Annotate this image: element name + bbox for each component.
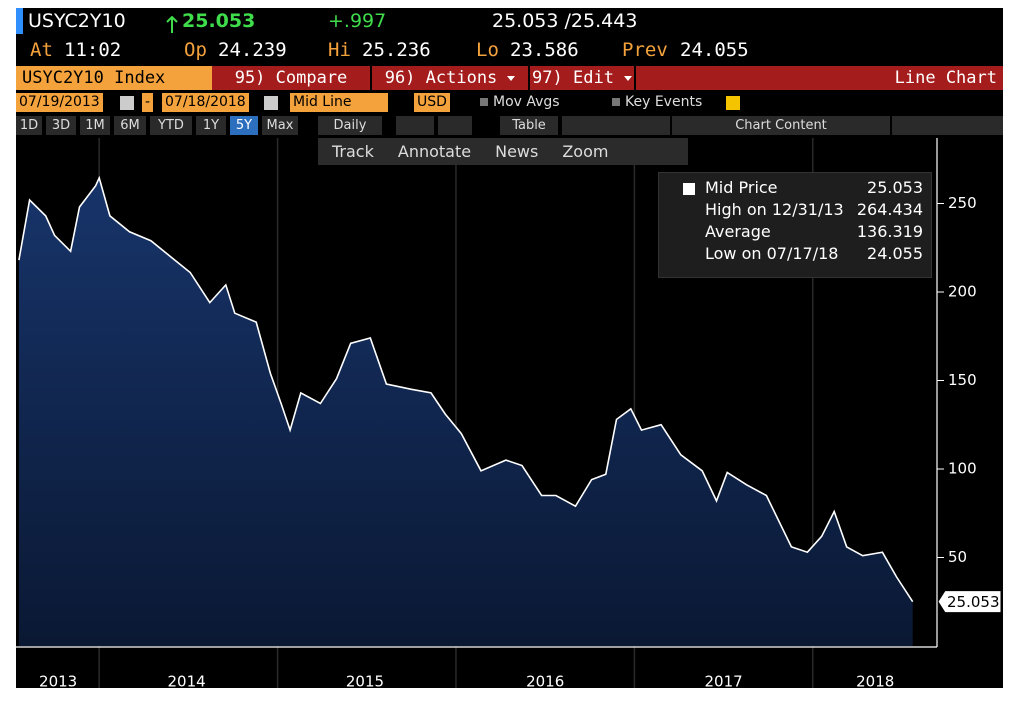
table-button[interactable]: Table xyxy=(500,116,558,135)
frequency[interactable]: Daily xyxy=(318,116,382,135)
start-date[interactable]: 07/19/2013 xyxy=(16,93,103,112)
collapse-button[interactable] xyxy=(562,116,670,135)
settings-button[interactable] xyxy=(892,116,1003,135)
checkbox xyxy=(480,98,488,106)
up-arrow xyxy=(166,16,178,33)
price-type[interactable]: Mid Line xyxy=(290,93,388,112)
period-button[interactable]: 1Y xyxy=(196,116,226,135)
info-icon[interactable] xyxy=(726,96,740,110)
change: +.997 xyxy=(328,10,387,32)
legend: Mid Price 25.053 High on 12/31/13 264.434 Av… xyxy=(658,172,932,278)
chart-tools: Track Annotate News Zoom xyxy=(318,138,688,165)
price-line xyxy=(18,175,914,603)
y-tick-label: 250 xyxy=(948,194,977,212)
last-price-label: 25.053 xyxy=(947,593,1000,611)
stat-value: 24.055 xyxy=(680,39,749,61)
y-tick-label: 50 xyxy=(948,548,967,566)
actions-button[interactable]: 96) Actions xyxy=(372,66,528,90)
bar-icon[interactable] xyxy=(438,116,472,135)
key-events[interactable]: Key Events xyxy=(612,93,702,112)
edit-label: 97) Edit xyxy=(532,68,614,88)
x-tick-label: 2017 xyxy=(704,673,742,689)
chart: 50 100 150 200 250 2013 2014 2015 2016 2017 2018 25… xyxy=(16,138,1002,689)
legend-label: Average xyxy=(705,222,771,241)
dash: - xyxy=(142,93,154,112)
stat-label: At xyxy=(30,39,53,61)
stat-label: Lo xyxy=(476,39,499,61)
line-icon[interactable] xyxy=(396,116,434,135)
legend-label: Mid Price xyxy=(705,178,778,197)
chart-type[interactable]: Line Chart xyxy=(636,66,1003,90)
y-tick-label: 150 xyxy=(948,371,977,389)
terminal: USYC2Y10 25.053 +.997 25.053 /25.443 At 1… xyxy=(16,8,1003,688)
ticker: USYC2Y10 xyxy=(28,10,126,32)
stat-value: 25.236 xyxy=(362,39,431,61)
legend-label: High on 12/31/13 xyxy=(705,200,844,219)
legend-value: 136.319 xyxy=(856,222,923,241)
y-tick-label: 200 xyxy=(948,282,977,300)
x-tick-label: 2018 xyxy=(856,673,894,689)
tool-button[interactable]: Zoom xyxy=(562,142,609,161)
stat-value: 11:02 xyxy=(64,39,122,61)
period-button[interactable]: 6M xyxy=(114,116,146,135)
checkbox xyxy=(612,98,620,106)
stat-label: Op xyxy=(184,39,207,61)
tool-button[interactable]: Track xyxy=(332,142,374,161)
period-button[interactable]: 5Y xyxy=(230,116,258,135)
legend-value: 24.055 xyxy=(867,244,923,263)
calendar-icon[interactable] xyxy=(264,96,278,110)
tool-button[interactable]: News xyxy=(495,142,539,161)
marker xyxy=(16,8,23,34)
period-button[interactable]: 1M xyxy=(80,116,110,135)
x-tick-label: 2015 xyxy=(346,673,384,689)
actions-label: 96) Actions xyxy=(384,68,498,88)
last-price-tag xyxy=(937,590,1002,614)
x-tick-label: 2013 xyxy=(39,673,77,689)
last-price: 25.053 xyxy=(182,10,256,32)
stat-value: 24.239 xyxy=(218,39,287,61)
caret xyxy=(623,75,632,81)
legend-swatch xyxy=(683,183,695,195)
area xyxy=(18,177,913,646)
key-events-label: Key Events xyxy=(625,94,703,110)
stat-label: Prev xyxy=(622,39,668,61)
chart-content[interactable]: Chart Content xyxy=(672,116,890,135)
legend-value: 264.434 xyxy=(856,200,923,219)
period-button[interactable]: 3D xyxy=(46,116,76,135)
currency[interactable]: USD xyxy=(414,93,450,112)
compare-button[interactable]: 95) Compare xyxy=(212,66,370,90)
end-date[interactable]: 07/18/2018 xyxy=(162,93,249,112)
period-button[interactable]: YTD xyxy=(150,116,192,135)
stat-value: 23.586 xyxy=(510,39,579,61)
x-tick-label: 2014 xyxy=(167,673,205,689)
calendar-icon[interactable] xyxy=(120,96,134,110)
bid-ask: 25.053 /25.443 xyxy=(492,10,638,32)
x-tick-label: 2016 xyxy=(526,673,564,689)
mov-avgs[interactable]: Mov Avgs xyxy=(480,93,560,112)
caret xyxy=(507,75,516,81)
mov-avgs-label: Mov Avgs xyxy=(493,94,560,110)
legend-value: 25.053 xyxy=(867,178,923,197)
edit-button[interactable]: 97) Edit xyxy=(530,66,634,90)
y-tick-label: 100 xyxy=(948,459,977,477)
security[interactable]: USYC2Y10 Index xyxy=(16,66,213,90)
period-button[interactable]: 1D xyxy=(16,116,42,135)
legend-label: Low on 07/17/18 xyxy=(705,244,839,263)
period-button[interactable]: Max xyxy=(262,116,298,135)
tool-button[interactable]: Annotate xyxy=(397,142,472,161)
stat-label: Hi xyxy=(328,39,351,61)
